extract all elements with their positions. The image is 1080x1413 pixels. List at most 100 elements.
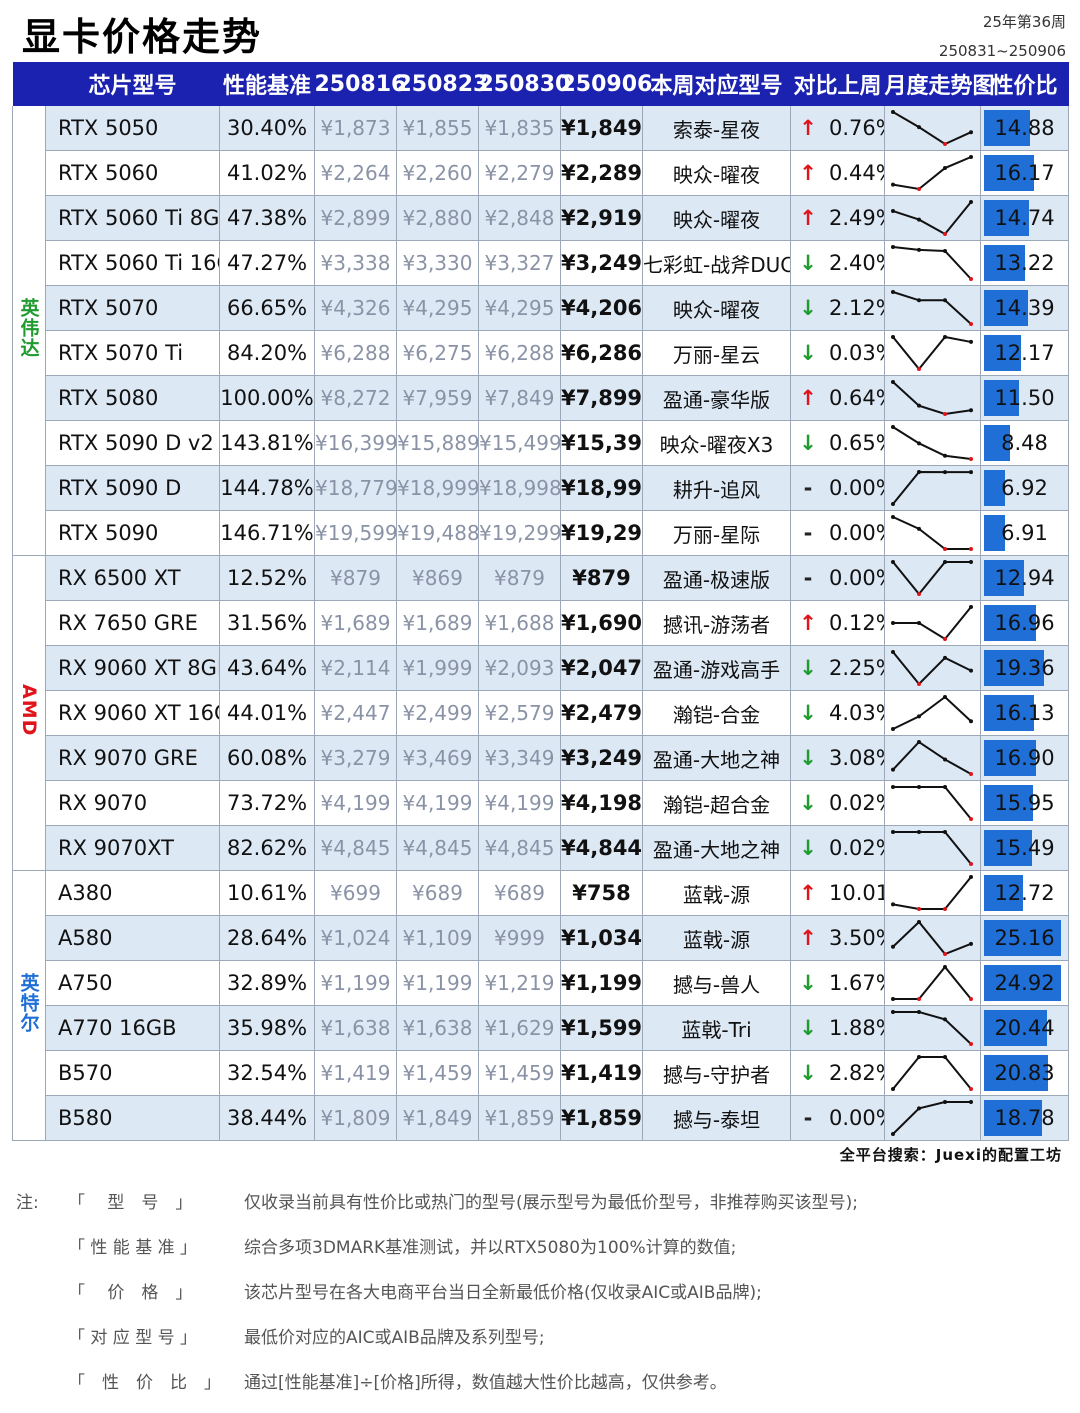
model-cell: 盈通-大地之神 [642, 735, 791, 781]
perf-cell: 12.52% [219, 555, 315, 601]
trend-cell [884, 1005, 981, 1051]
trend-point [969, 997, 973, 1001]
ratio-value: 13.22 [994, 251, 1055, 275]
header-row: 芯片型号 性能基准 250816 250823 250830 250906 本周… [12, 62, 1069, 106]
trend-point [891, 560, 895, 564]
price-0823-cell: ¥1,638 [396, 1005, 479, 1051]
model-cell: 撼与-兽人 [642, 960, 791, 1006]
trend-sparkline [891, 1100, 973, 1136]
price-0816-cell: ¥2,447 [314, 690, 397, 736]
header-trend: 月度走势图 [884, 62, 995, 106]
change-value: 0.00% [829, 521, 884, 545]
price-0816-cell: ¥4,326 [314, 285, 397, 331]
change-value: 2.25% [829, 656, 884, 680]
price-0816-cell: ¥699 [314, 870, 397, 916]
note-term: 「 性 价 比 」 [68, 1373, 221, 1393]
price-table: 芯片型号 性能基准 250816 250823 250830 250906 本周… [12, 62, 1069, 1141]
price-0830-cell: ¥689 [478, 870, 561, 916]
change-cell: ↓ 3.08% [790, 735, 885, 781]
table-row: 英伟达 RTX 5050 30.40% ¥1,873 ¥1,855 ¥1,835 ¥1,84… [12, 106, 1069, 556]
perf-cell: 10.61% [219, 870, 315, 916]
brand-cell: AMD [12, 555, 46, 871]
note-desc: 综合多项3DMARK基准测试，并以RTX5080为100%计算的数值; [244, 1238, 737, 1258]
trend-line [892, 201, 972, 236]
header-brand [12, 62, 46, 106]
trend-point [917, 470, 921, 474]
trend-point [891, 110, 895, 114]
trend-point [891, 785, 895, 789]
model-cell: 盈通-极速版 [642, 555, 791, 601]
change-cell: ↑ 0.76% [790, 106, 885, 151]
ratio-cell: 12.17 [980, 330, 1069, 376]
ratio-value: 6.92 [1001, 476, 1048, 500]
change-value: 0.00% [829, 476, 884, 500]
ratio-value: 8.48 [1001, 431, 1048, 455]
trend-point [969, 547, 973, 551]
ratio-value: 19.36 [994, 656, 1055, 680]
week-range: 250831~250906 [938, 42, 1066, 60]
trend-sparkline [891, 560, 973, 596]
price-0816-cell: ¥8,272 [314, 375, 397, 421]
ratio-cell: 24.92 [980, 960, 1069, 1006]
trend-point [943, 655, 947, 660]
chip-cell: RX 9070XT [45, 825, 220, 871]
price-0906-cell: ¥758 [560, 870, 643, 916]
trend-line [892, 1056, 972, 1090]
price-0823-cell: ¥4,295 [396, 285, 479, 331]
perf-cell: 30.40% [219, 106, 315, 151]
trend-line [892, 111, 972, 146]
ratio-value: 14.74 [994, 206, 1055, 230]
trend-cell [884, 106, 981, 151]
trend-point [943, 695, 947, 699]
note-desc: 仅收录当前具有性价比或热门的型号(展示型号为最低价型号，非推荐购买该型号); [244, 1193, 858, 1213]
trend-point [891, 1010, 895, 1014]
perf-cell: 41.02% [219, 150, 315, 196]
ratio-cell: 15.95 [980, 780, 1069, 826]
trend-point [969, 457, 973, 461]
model-cell: 映众-曜夜 [642, 195, 791, 241]
trend-point [917, 740, 921, 744]
model-cell: 万丽-星际 [642, 510, 791, 556]
arrow-down-icon: ↓ [799, 791, 817, 815]
price-0816-cell: ¥1,689 [314, 600, 397, 646]
trend-cell [884, 240, 981, 286]
notes-section: 注: 「 型 号 」 仅收录当前具有性价比或热门的型号(展示型号为最低价型号，非… [16, 1188, 1066, 1413]
trend-sparkline [891, 875, 973, 911]
note-desc: 通过[性能基准]÷[价格]所得，数值越大性价比越高，仅供参考。 [244, 1373, 727, 1393]
trend-cell [884, 555, 981, 601]
ratio-bar [984, 920, 1061, 956]
trend-point [969, 875, 973, 879]
model-cell: 瀚铠-合金 [642, 690, 791, 736]
trend-point [943, 757, 947, 762]
ratio-value: 16.17 [994, 161, 1055, 185]
ratio-bar [984, 245, 1025, 281]
arrow-down-icon: ↓ [799, 746, 817, 770]
price-0906-cell: ¥1,690 [560, 600, 643, 646]
change-cell: ↓ 0.02% [790, 780, 885, 826]
table-row: RTX 5060 Ti 16GB47.27%¥3,338¥3,330¥3,327… [13, 240, 1069, 286]
change-value: 2.12% [829, 296, 884, 320]
trend-point [943, 232, 947, 236]
perf-cell: 31.56% [219, 600, 315, 646]
brand-label: AMD [18, 684, 40, 737]
trend-point [917, 592, 921, 596]
change-cell: ↓ 2.40% [790, 240, 885, 286]
model-cell: 映众-曜夜 [642, 150, 791, 196]
trend-point [891, 182, 895, 187]
price-0906-cell: ¥4,206 [560, 285, 643, 331]
trend-point [891, 944, 895, 949]
trend-point [891, 997, 895, 1001]
trend-point [943, 248, 947, 253]
trend-point [917, 247, 921, 252]
chip-cell: RTX 5060 [45, 150, 220, 196]
trend-cell [884, 150, 981, 196]
dash-icon: - [803, 566, 813, 590]
header-week2: 250823 [396, 62, 488, 106]
trend-point [943, 412, 947, 416]
ratio-cell: 16.96 [980, 600, 1069, 646]
trend-line [892, 740, 972, 775]
chip-cell: RTX 5070 [45, 285, 220, 331]
price-0906-cell: ¥3,249 [560, 240, 643, 286]
price-0906-cell: ¥2,289 [560, 150, 643, 196]
price-0816-cell: ¥1,873 [314, 106, 397, 151]
